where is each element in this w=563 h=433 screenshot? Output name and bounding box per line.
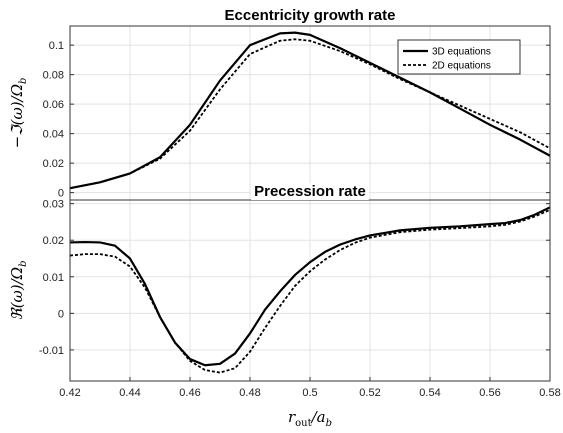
legend-label-3d: 3D equations bbox=[432, 47, 491, 58]
precession-y-label-main: ℜ(ω)/Ω bbox=[8, 267, 26, 321]
eccentricity-y-label-main: −ℑ(ω)/Ω bbox=[8, 84, 26, 148]
eccentricity-title: Eccentricity growth rate bbox=[225, 7, 396, 24]
eccentricity-series bbox=[69, 31, 551, 190]
xtick-label-0: 0.42 bbox=[59, 387, 80, 399]
eccentricity-panel: 0 0.02 0.04 0.06 0.08 0.1 Eccentricity growth… bbox=[8, 7, 551, 201]
top-series-3d-line bbox=[69, 31, 551, 190]
bot-series-3d-line bbox=[69, 206, 551, 367]
bot-ytick-label-1: 0 bbox=[58, 308, 64, 320]
legend: 3D equations 2D equations bbox=[397, 39, 521, 75]
bot-series-2d-line bbox=[69, 209, 551, 374]
xtick-label-3: 0.48 bbox=[239, 387, 260, 399]
top-ytick-label-0: 0 bbox=[58, 188, 64, 200]
x-label-a: /a bbox=[310, 408, 326, 426]
top-ytick-label-4: 0.08 bbox=[43, 70, 64, 82]
x-label-r: r bbox=[288, 408, 296, 426]
precession-y-label: ℜ(ω)/Ωb bbox=[8, 260, 29, 320]
top-series-2d-line bbox=[69, 38, 551, 190]
precession-series bbox=[69, 206, 551, 374]
precession-title-background bbox=[251, 183, 369, 200]
bot-ytick-label-2: 0.01 bbox=[43, 272, 64, 284]
x-label-out: out bbox=[295, 418, 311, 429]
bot-ytick-label-3: 0.02 bbox=[43, 235, 64, 247]
top-ytick-label-3: 0.06 bbox=[43, 99, 64, 111]
xtick-label-7: 0.56 bbox=[479, 387, 500, 399]
eccentricity-y-label-sub: b bbox=[18, 78, 29, 84]
top-ytick-label-2: 0.04 bbox=[43, 129, 64, 141]
eccentricity-y-ticks: 0 0.02 0.04 0.06 0.08 0.1 bbox=[43, 40, 550, 200]
xtick-label-6: 0.54 bbox=[419, 387, 440, 399]
bot-ytick-label-4: 0.03 bbox=[43, 199, 64, 211]
legend-label-2d: 2D equations bbox=[432, 61, 491, 72]
xtick-label-8: 0.58 bbox=[539, 387, 560, 399]
top-ytick-label-5: 0.1 bbox=[49, 40, 64, 52]
x-label-b: b bbox=[326, 418, 332, 429]
top-ytick-label-1: 0.02 bbox=[43, 158, 64, 170]
xtick-label-5: 0.52 bbox=[359, 387, 380, 399]
bot-ytick-label-0: -0.01 bbox=[39, 345, 64, 357]
xtick-label-2: 0.46 bbox=[179, 387, 200, 399]
precession-y-ticks: -0.01 0 0.01 0.02 0.03 bbox=[39, 199, 550, 357]
xtick-label-1: 0.44 bbox=[119, 387, 140, 399]
legend-box bbox=[397, 39, 521, 75]
precession-title: Precession rate bbox=[254, 183, 366, 200]
x-axis-label: rout/ab bbox=[288, 408, 332, 429]
xtick-label-4: 0.5 bbox=[302, 387, 317, 399]
eccentricity-y-label: −ℑ(ω)/Ωb bbox=[8, 78, 29, 149]
precession-x-ticks: 0.42 0.44 0.46 0.48 0.5 0.52 0.54 0.56 0.58 bbox=[59, 377, 561, 399]
precession-y-label-sub: b bbox=[18, 260, 29, 266]
